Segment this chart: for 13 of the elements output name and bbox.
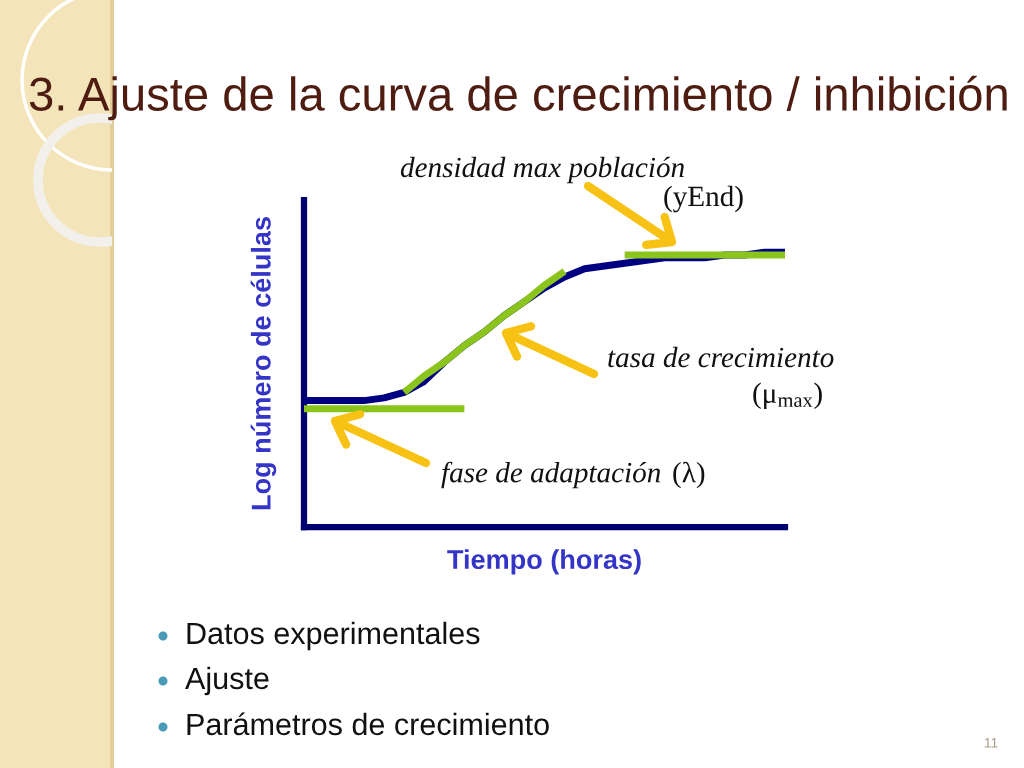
- annotation: fase de adaptación: [441, 461, 661, 489]
- y-axis-title: Log número de células: [250, 217, 277, 510]
- chart-title: 3. Ajuste de la curva de crecimiento / inhibición: [29, 75, 1007, 121]
- annotation: (λ): [673, 461, 705, 489]
- text: 11: [984, 738, 998, 748]
- annotation: (μ$_{max}$): [753, 382, 822, 410]
- text: (yEnd): [664, 185, 743, 213]
- text: Parámetros de crecimiento: [187, 712, 549, 736]
- text: densidad max población: [400, 156, 684, 184]
- text: Ajuste: [185, 666, 269, 696]
- text: Datos experimentales: [187, 621, 480, 651]
- x-axis-title: Tiempo (horas): [447, 549, 641, 575]
- annotation: tasa de crecimiento: [608, 346, 834, 368]
